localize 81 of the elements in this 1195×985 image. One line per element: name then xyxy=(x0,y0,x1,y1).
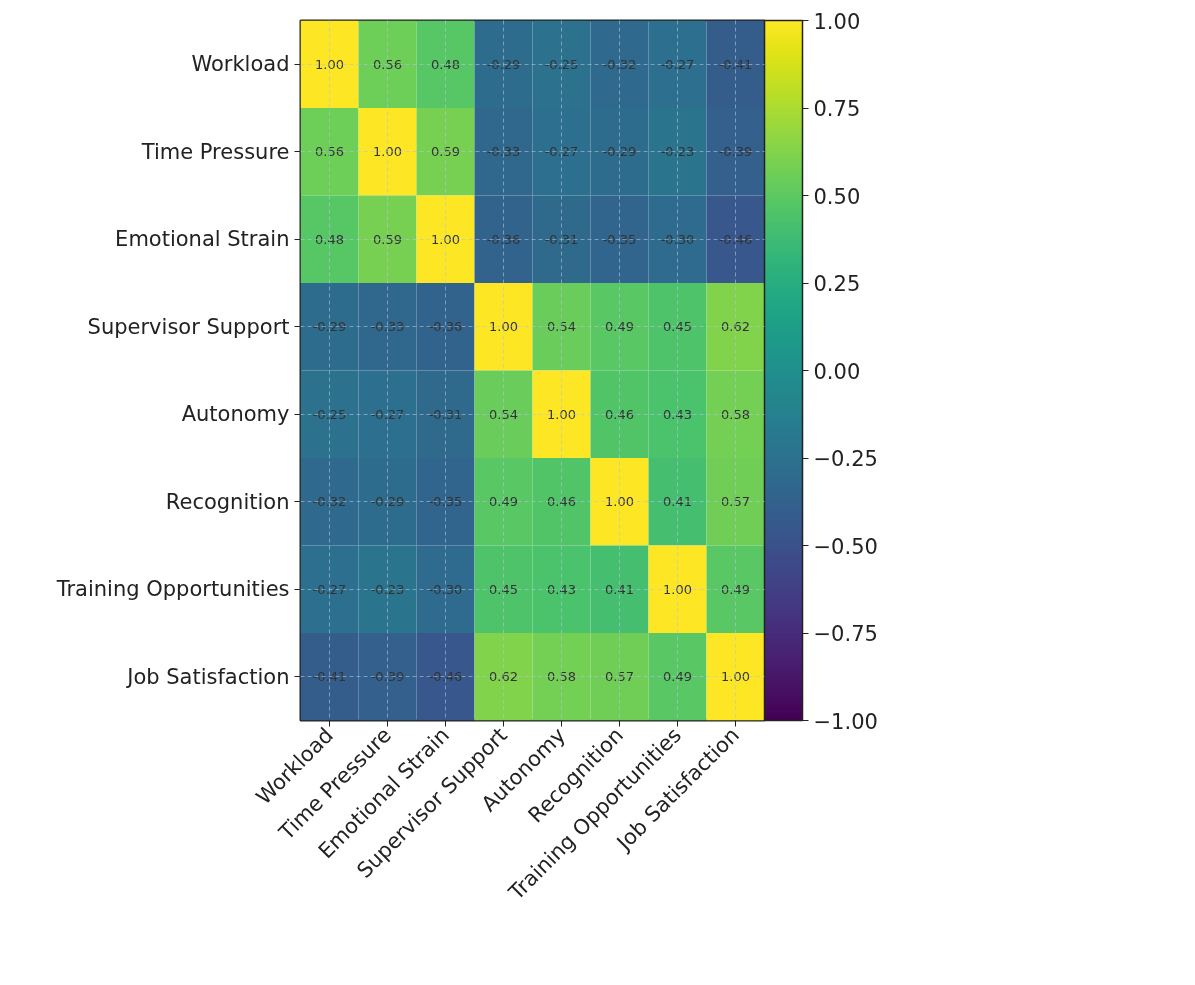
data-label: 0.48 xyxy=(315,231,344,247)
data-label: 0.54 xyxy=(489,406,518,422)
color-bar-label: 0.00 xyxy=(813,359,861,384)
data-label: 0.45 xyxy=(663,319,692,335)
data-label: -0.41 xyxy=(312,669,347,685)
data-label: -0.27 xyxy=(544,144,579,160)
color-bar-label: −0.75 xyxy=(813,622,878,646)
color-bar-label: 0.50 xyxy=(813,184,861,209)
data-label: 1.00 xyxy=(431,231,460,247)
data-label: -0.29 xyxy=(486,56,521,72)
data-label: -0.32 xyxy=(312,494,347,510)
data-label: 0.46 xyxy=(547,494,576,510)
data-label: -0.23 xyxy=(370,581,405,597)
data-label: 1.00 xyxy=(373,144,402,160)
data-label: -0.27 xyxy=(370,406,405,422)
data-label: -0.31 xyxy=(428,406,463,422)
y-tick-label: Time Pressure xyxy=(140,139,290,164)
data-label: 0.54 xyxy=(547,319,576,335)
data-label: -0.29 xyxy=(312,319,347,335)
data-label: 1.00 xyxy=(547,406,576,422)
data-label: 0.48 xyxy=(431,56,460,72)
color-bar-label: −0.50 xyxy=(813,534,878,559)
data-label: 0.56 xyxy=(315,144,344,160)
y-tick-label: Autonomy xyxy=(181,402,290,427)
data-label: -0.36 xyxy=(486,231,521,247)
data-label: 0.57 xyxy=(721,494,750,510)
data-label: -0.36 xyxy=(428,319,463,335)
data-label: 0.49 xyxy=(663,669,692,685)
data-label: 0.58 xyxy=(547,669,576,685)
data-label: -0.39 xyxy=(718,144,753,160)
data-label: -0.27 xyxy=(312,581,347,597)
data-label: 1.00 xyxy=(489,319,518,335)
data-label: -0.39 xyxy=(370,669,405,685)
data-label: -0.31 xyxy=(544,231,579,247)
data-label: 0.43 xyxy=(547,581,576,597)
y-tick-label: Recognition xyxy=(165,489,290,514)
data-label: 1.00 xyxy=(663,581,692,597)
data-label: -0.46 xyxy=(428,669,463,685)
data-label: 0.49 xyxy=(489,494,518,510)
data-label: 0.62 xyxy=(721,319,750,335)
data-label: -0.35 xyxy=(428,494,463,510)
data-label: -0.27 xyxy=(660,56,695,72)
data-label: -0.30 xyxy=(428,581,463,597)
data-label: 0.62 xyxy=(489,669,518,685)
data-label: -0.29 xyxy=(602,144,637,160)
data-label: 0.43 xyxy=(663,406,692,422)
y-tick-label: Supervisor Support xyxy=(87,314,290,339)
data-label: -0.25 xyxy=(312,406,347,422)
color-bar-label: 0.25 xyxy=(813,272,861,296)
data-label: -0.46 xyxy=(718,231,753,247)
data-label: 0.46 xyxy=(605,406,634,422)
data-label: 0.49 xyxy=(605,319,634,335)
data-label: 1.00 xyxy=(315,56,344,72)
data-label: 0.41 xyxy=(605,581,634,597)
data-label: -0.32 xyxy=(602,56,637,72)
y-tick-label: Workload xyxy=(191,52,290,77)
data-label: 0.59 xyxy=(373,231,402,247)
data-label: 0.49 xyxy=(721,581,750,597)
color-bar-label: −0.25 xyxy=(813,447,878,471)
data-label: 0.45 xyxy=(489,581,518,597)
color-bar-label: 0.75 xyxy=(813,97,861,121)
color-bar-label: −1.00 xyxy=(813,709,878,734)
y-tick-label: Job Satisfaction xyxy=(125,664,290,689)
y-tick-label: Emotional Strain xyxy=(115,227,290,252)
data-label: -0.29 xyxy=(370,494,405,510)
data-label: 1.00 xyxy=(605,494,634,510)
data-label: -0.33 xyxy=(486,144,521,160)
data-label: 0.58 xyxy=(721,406,750,422)
y-tick-label: Training Opportunities xyxy=(55,577,290,602)
data-label: -0.33 xyxy=(370,319,405,335)
data-label: -0.35 xyxy=(602,231,637,247)
data-label: 0.59 xyxy=(431,144,460,160)
color-bar-label: 1.00 xyxy=(813,9,861,34)
data-label: -0.23 xyxy=(660,144,695,160)
data-label: -0.25 xyxy=(544,56,579,72)
data-label: -0.41 xyxy=(718,56,753,72)
data-label: 0.56 xyxy=(373,56,402,72)
data-label: 0.57 xyxy=(605,669,634,685)
data-label: 0.41 xyxy=(663,494,692,510)
data-label: 1.00 xyxy=(721,669,750,685)
data-label: -0.30 xyxy=(660,231,695,247)
